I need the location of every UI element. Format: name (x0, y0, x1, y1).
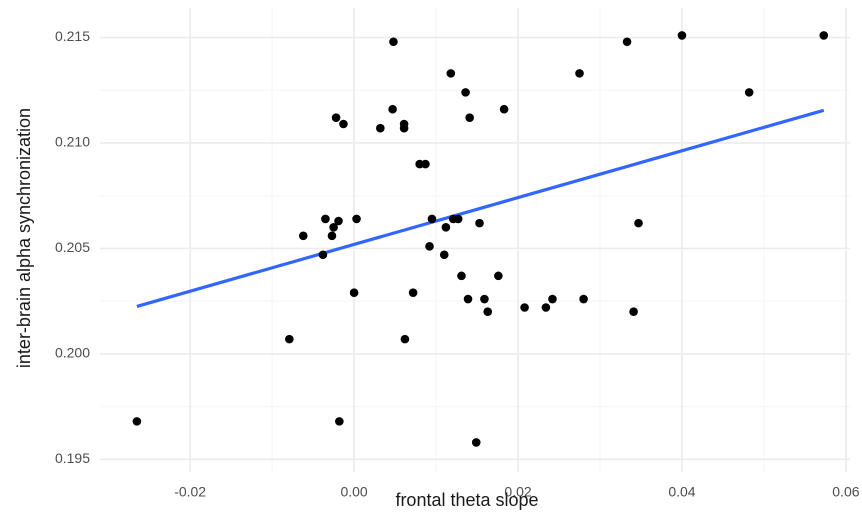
x-tick-label: 0.06 (832, 483, 859, 499)
trend-line-group (136, 108, 825, 308)
data-point (327, 231, 337, 241)
data-point (400, 334, 410, 344)
data-point (408, 288, 418, 298)
data-point (388, 104, 397, 114)
data-point (622, 37, 632, 47)
data-point (480, 294, 489, 304)
y-tick-label: 0.200 (55, 345, 90, 361)
data-point (425, 242, 434, 251)
data-point (446, 69, 456, 78)
data-point (494, 271, 503, 281)
x-tick-label: 0.04 (668, 483, 695, 499)
data-point (483, 307, 493, 317)
data-point (457, 271, 466, 281)
y-tick-label: 0.195 (55, 450, 90, 466)
data-point (575, 69, 584, 78)
data-point (465, 113, 474, 122)
data-point (453, 214, 463, 224)
y-tick-label: 0.210 (55, 134, 90, 150)
data-point (376, 123, 385, 133)
data-point (349, 288, 359, 298)
data-point (461, 88, 470, 97)
x-tick-label: 0.00 (340, 483, 367, 499)
data-point (475, 218, 484, 228)
grid (100, 8, 850, 472)
data-point (441, 223, 451, 232)
x-tick-label: -0.02 (174, 483, 206, 499)
data-point (335, 417, 344, 426)
trend-line (136, 108, 825, 308)
data-point (421, 159, 430, 169)
data-point (499, 104, 509, 114)
data-point (389, 37, 398, 47)
data-point (548, 294, 557, 304)
data-point (463, 294, 473, 304)
x-tick-label: 0.02 (504, 483, 531, 499)
y-tick-label: 0.205 (55, 239, 90, 255)
y-axis-ticks: 0.195 0.200 0.205 0.210 0.215 (55, 28, 90, 466)
data-point (399, 123, 409, 133)
data-point (629, 307, 638, 317)
data-point (520, 303, 529, 312)
data-point (439, 250, 449, 260)
data-point (427, 214, 437, 224)
data-points (132, 31, 829, 447)
data-point (329, 223, 338, 232)
data-point (579, 294, 588, 304)
data-point (634, 218, 643, 228)
data-point (339, 119, 348, 129)
data-point (334, 216, 343, 226)
data-point (471, 438, 481, 447)
data-point (132, 417, 142, 426)
data-point (677, 31, 687, 40)
data-point (285, 334, 294, 344)
data-point (318, 250, 328, 260)
data-point (331, 113, 341, 122)
data-point (541, 303, 551, 312)
data-point (321, 214, 330, 224)
y-tick-label: 0.215 (55, 28, 90, 44)
y-axis-title: inter-brain alpha synchronization (14, 108, 34, 368)
x-axis-ticks: -0.02 0.00 0.02 0.04 0.06 (174, 483, 860, 499)
data-point (352, 214, 361, 224)
data-point (744, 88, 754, 97)
x-axis-title: frontal theta slope (395, 490, 538, 510)
data-point (298, 231, 308, 241)
data-point (819, 31, 829, 40)
